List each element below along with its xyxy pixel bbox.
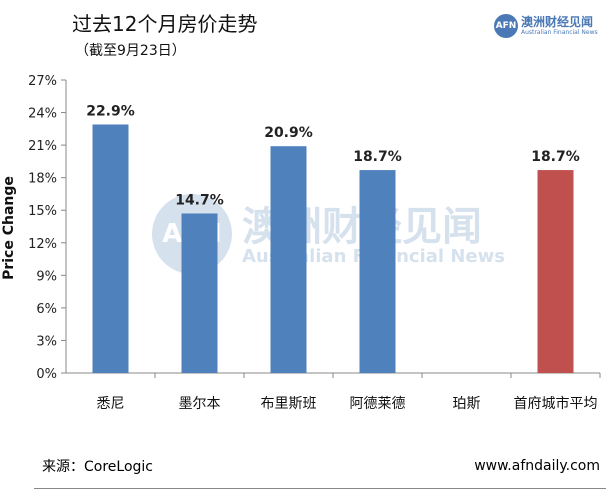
y-tick-label: 0% — [36, 367, 57, 382]
y-tick-label: 12% — [28, 237, 57, 252]
y-tick-label: 3% — [36, 334, 57, 349]
chart-subtitle: （截至9月23日） — [75, 43, 186, 59]
bar-3 — [359, 170, 396, 373]
afn-logo-name-en: Australian Financial News — [521, 29, 598, 36]
afn-logo-name-cn: 澳洲财经见闻 — [521, 15, 594, 29]
y-tick-label: 9% — [36, 269, 57, 284]
data-label: 20.9% — [264, 125, 313, 141]
data-label: 14.7% — [175, 192, 224, 208]
y-tick-label: 6% — [36, 302, 57, 317]
chart-title: 过去12个月房价走势 — [72, 12, 258, 36]
data-label: 18.7% — [531, 149, 580, 165]
x-category-label: 悉尼 — [97, 396, 125, 412]
x-category-label: 珀斯 — [453, 396, 481, 412]
x-category-label: 墨尔本 — [179, 396, 221, 412]
bar-2 — [270, 146, 307, 373]
y-tick-label: 21% — [28, 139, 57, 154]
afn-logo: AFN 澳洲财经见闻 Australian Financial News — [494, 14, 606, 42]
y-tick-label: 15% — [28, 204, 57, 219]
bar-1 — [181, 213, 218, 373]
footer-divider — [34, 488, 606, 489]
y-tick-label: 27% — [28, 74, 57, 89]
x-category-label: 阿德莱德 — [350, 396, 406, 412]
bar-5 — [537, 170, 574, 373]
bar-0 — [92, 124, 129, 374]
bar-chart: 0% 3% 6% 9% 12% 15% 18% 21% 24% 27% Price Change 22… — [1, 74, 601, 412]
afn-logo-badge: AFN — [494, 14, 518, 38]
website-link[interactable]: www.afndaily.com — [474, 458, 600, 474]
source-note: 来源：CoreLogic — [42, 459, 153, 475]
data-label: 18.7% — [353, 149, 402, 165]
y-axis-label: Price Change — [1, 176, 17, 280]
x-category-label: 布里斯班 — [261, 396, 317, 412]
y-tick-label: 24% — [28, 107, 57, 122]
data-label: 22.9% — [86, 103, 135, 119]
x-category-label: 首府城市平均 — [514, 395, 598, 412]
y-tick-label: 18% — [28, 172, 57, 187]
